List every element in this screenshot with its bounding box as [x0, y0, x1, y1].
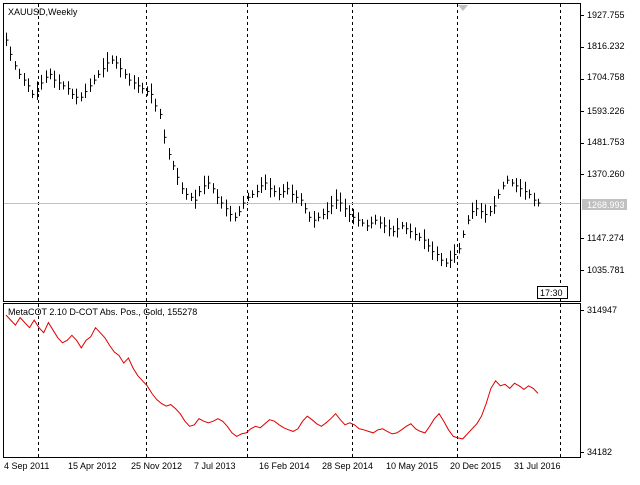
- price-tick-label: 1035.781: [587, 265, 625, 275]
- time-tick-label: 25 Nov 2012: [131, 461, 182, 471]
- price-scale: 1927.755 1816.232 1704.758 1593.226 1481…: [587, 10, 625, 275]
- main-price-panel[interactable]: [3, 3, 581, 302]
- price-tick-label: 1704.758: [587, 72, 625, 82]
- time-badge-label: 17:30: [540, 288, 563, 298]
- indicator-tick-label: 34182: [587, 447, 612, 457]
- price-axis-ticks: [580, 15, 584, 453]
- current-price-badge: [582, 199, 627, 210]
- indicator-panel[interactable]: [3, 303, 581, 458]
- time-tick-label: 31 Jul 2016: [514, 461, 561, 471]
- cot-indicator-line: [5, 314, 539, 440]
- price-tick-label: 1147.274: [587, 233, 624, 243]
- price-tick-label: 1927.755: [587, 10, 625, 20]
- symbol-label: XAUUSD,Weekly: [8, 7, 78, 17]
- price-bars: [6, 32, 541, 269]
- price-tick-label: 1816.232: [587, 41, 625, 51]
- time-tick-label: 20 Dec 2015: [450, 461, 501, 471]
- time-axis: 4 Sep 2011 15 Apr 2012 25 Nov 2012 7 Jul…: [4, 461, 561, 471]
- time-tick-label: 7 Jul 2013: [194, 461, 236, 471]
- chart-shift-marker[interactable]: [458, 5, 468, 11]
- time-tick-label: 16 Feb 2014: [259, 461, 310, 471]
- price-tick-label: 1593.226: [587, 106, 625, 116]
- time-tick-label: 15 Apr 2012: [68, 461, 117, 471]
- time-badge: [537, 286, 568, 299]
- indicator-tick-label: 314947: [587, 305, 617, 315]
- price-tick-label: 1481.753: [587, 137, 625, 147]
- indicator-label: MetaCOT 2.10 D-COT Abs. Pos., Gold, 1552…: [8, 307, 197, 317]
- time-tick-label: 4 Sep 2011: [4, 461, 49, 471]
- price-tick-label: 1370.260: [587, 169, 625, 179]
- current-price-value: 1268.993: [587, 200, 625, 210]
- time-tick-label: 10 May 2015: [386, 461, 438, 471]
- time-tick-label: 28 Sep 2014: [322, 461, 373, 471]
